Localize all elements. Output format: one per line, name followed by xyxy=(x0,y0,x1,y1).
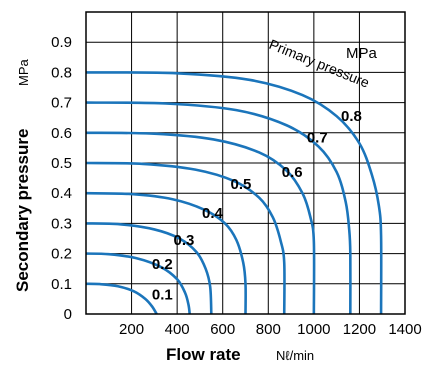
curve-labels: 0.1 0.20.3 0.4 0.5 0.6 0.7 0.8 xyxy=(152,108,362,303)
curve-label: 0.8 xyxy=(341,108,362,125)
y-tick-label: 0 xyxy=(64,306,72,323)
x-axis-title: Flow rate xyxy=(166,345,241,364)
curve-0.2 xyxy=(85,252,191,315)
x-tick-label: 1000 xyxy=(297,321,330,338)
curve-0.7 xyxy=(85,101,352,315)
y-tick-label: 0.3 xyxy=(51,215,72,232)
curve-label: 0.3 xyxy=(174,232,195,249)
y-tick-labels: 0 0.1 0.2 0.3 0.4 0.5 0.6 0.7 0.8 0.9 xyxy=(51,34,72,323)
y-axis-title: Secondary pressure xyxy=(13,129,32,292)
y-tick-label: 0.5 xyxy=(51,155,72,172)
x-tick-label: 400 xyxy=(165,321,190,338)
curve-0.5 xyxy=(85,161,286,315)
y-tick-label: 0.1 xyxy=(51,276,72,293)
y-tick-label: 0.6 xyxy=(51,125,72,142)
y-tick-label: 0.2 xyxy=(51,246,72,263)
y-tick-label: 0.4 xyxy=(51,185,72,202)
curve-label: 0.4 xyxy=(202,205,224,222)
curve-label: 0.7 xyxy=(307,129,328,146)
x-tick-label: 600 xyxy=(210,321,235,338)
curve-label: 0.5 xyxy=(231,176,252,193)
curve-0.1 xyxy=(85,282,158,315)
curve-label: 0.6 xyxy=(282,164,303,181)
plot-border xyxy=(85,11,406,315)
x-tick-labels: 200 400 600 800 1000 1200 1400 xyxy=(119,321,422,338)
legend-unit: MPa xyxy=(346,45,378,62)
x-axis-unit: Nℓ/min xyxy=(276,348,314,363)
curve-label: 0.2 xyxy=(152,256,173,273)
curve-0.8 xyxy=(85,71,383,315)
plot-frame xyxy=(85,11,406,315)
curve-label: 0.1 xyxy=(152,286,173,303)
curves xyxy=(85,71,383,315)
x-tick-label: 1200 xyxy=(343,321,376,338)
y-tick-label: 0.7 xyxy=(51,95,72,112)
x-tick-label: 800 xyxy=(256,321,281,338)
curve-0.6 xyxy=(85,131,316,315)
curve-0.4 xyxy=(85,191,247,315)
y-axis-unit: MPa xyxy=(16,59,31,87)
curve-0.3 xyxy=(85,222,213,315)
y-tick-label: 0.9 xyxy=(51,34,72,51)
y-tick-label: 0.8 xyxy=(51,64,72,81)
x-tick-label: 1400 xyxy=(388,321,421,338)
x-tick-label: 200 xyxy=(119,321,144,338)
